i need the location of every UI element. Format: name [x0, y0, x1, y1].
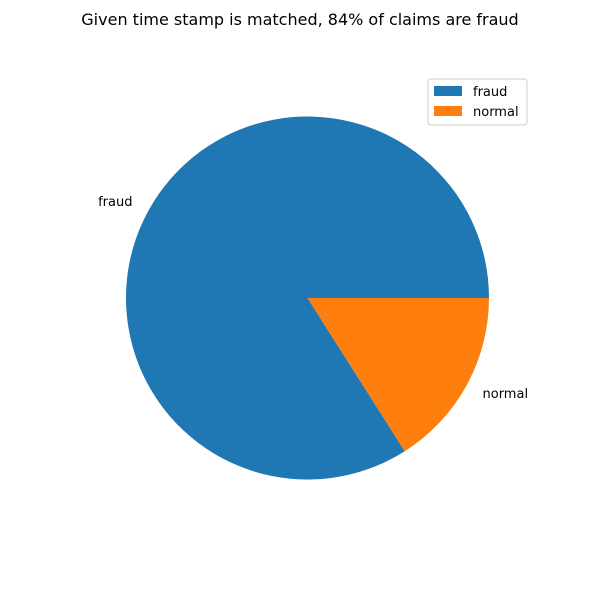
pie-slice-labels: fraud normal [98, 195, 528, 402]
legend-swatch-normal [434, 106, 462, 116]
legend-label-fraud: fraud [473, 85, 507, 100]
legend-label-normal: normal [473, 105, 519, 120]
legend-entries: fraud normal [434, 85, 519, 120]
pie-slice-normal [307, 298, 489, 452]
pie-slices [126, 116, 490, 480]
chart-title: Given time stamp is matched, 84% of clai… [81, 10, 518, 29]
slice-label-fraud: fraud [98, 195, 132, 210]
legend-swatch-fraud [434, 86, 462, 96]
pie-slice-fraud [126, 116, 490, 480]
slice-label-normal: normal [483, 387, 529, 402]
legend: fraud normal [427, 78, 528, 126]
